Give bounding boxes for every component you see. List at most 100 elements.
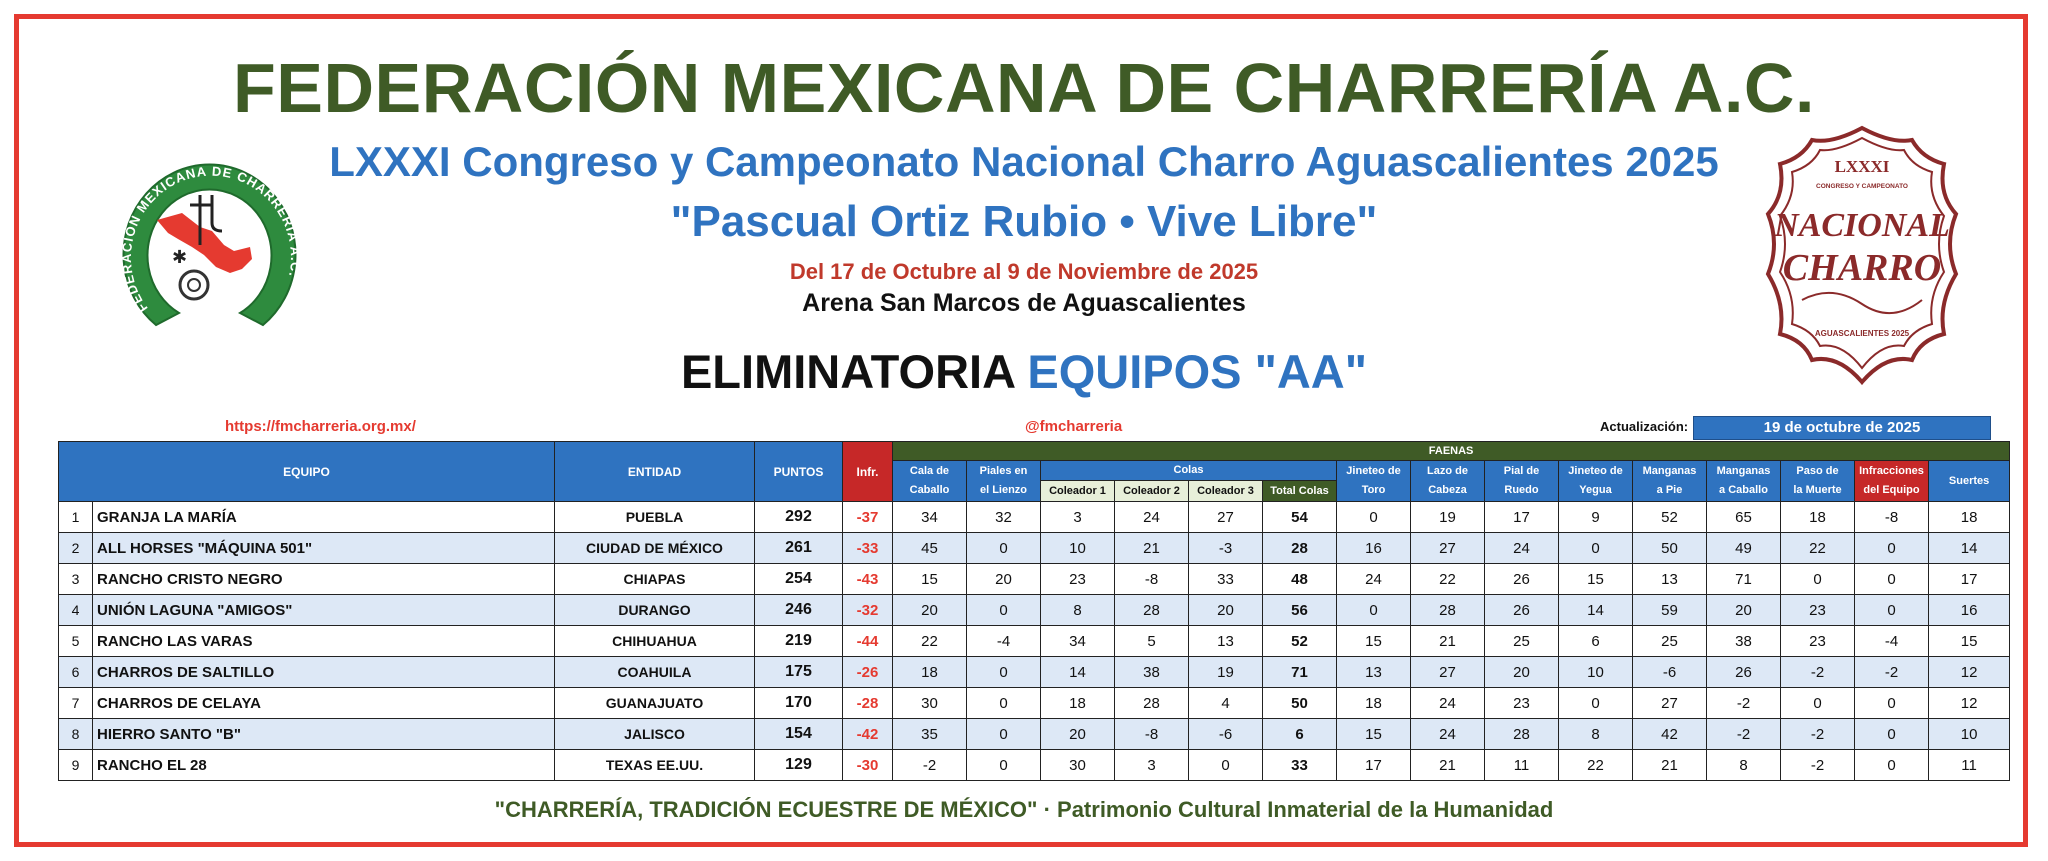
cell-toro: 15 — [1336, 718, 1411, 750]
cell-puntos: 246 — [754, 594, 843, 626]
social-handle[interactable]: @fmcharreria — [1025, 418, 1123, 435]
cell-infeq: 0 — [1854, 749, 1929, 781]
cell-piales: -4 — [966, 625, 1041, 657]
cell-c3: 19 — [1188, 656, 1263, 688]
cell-c1: 10 — [1040, 532, 1115, 564]
cell-total: 54 — [1262, 501, 1337, 533]
cell-entidad: JALISCO — [554, 718, 755, 750]
cell-c1: 3 — [1040, 501, 1115, 533]
cell-mcab: 20 — [1706, 594, 1781, 626]
cell-infeq: 0 — [1854, 532, 1929, 564]
cell-toro: 17 — [1336, 749, 1411, 781]
cell-infr: -42 — [842, 718, 893, 750]
cell-pial: 28 — [1484, 718, 1559, 750]
website-link[interactable]: https://fmcharreria.org.mx/ — [225, 418, 416, 435]
cell-pos: 7 — [58, 687, 93, 719]
table-row: 9 RANCHO EL 28 TEXAS EE.UU. 129 -30 -2 0 30 3 0 33… — [58, 749, 2011, 781]
cell-paso: 23 — [1780, 594, 1855, 626]
event-arena: Arena San Marcos de Aguascalientes — [802, 289, 1246, 317]
cell-pos: 4 — [58, 594, 93, 626]
col-suertes: Suertes — [1927, 460, 2011, 502]
cell-c3: 13 — [1188, 625, 1263, 657]
table-row: 5 RANCHO LAS VARAS CHIHUAHUA 219 -44 22 -4 34 5 1… — [58, 625, 2011, 657]
cell-cala: 15 — [892, 563, 967, 595]
cell-c2: 38 — [1114, 656, 1189, 688]
cell-mpie: 42 — [1632, 718, 1707, 750]
cell-c1: 8 — [1040, 594, 1115, 626]
cell-equipo: ALL HORSES "MÁQUINA 501" — [92, 532, 555, 564]
cell-puntos: 261 — [754, 532, 843, 564]
cell-toro: 15 — [1336, 625, 1411, 657]
cell-pial: 23 — [1484, 687, 1559, 719]
cell-mcab: 71 — [1706, 563, 1781, 595]
cell-puntos: 170 — [754, 687, 843, 719]
event-dates: Del 17 de Octubre al 9 de Noviembre de 2… — [789, 259, 1259, 284]
cell-cala: 20 — [892, 594, 967, 626]
cell-infeq: 0 — [1854, 687, 1929, 719]
footer-tail: Patrimonio Cultural Inmaterial de la Hum… — [1057, 797, 1554, 822]
cell-lazo: 21 — [1410, 749, 1485, 781]
cell-c2: 28 — [1114, 594, 1189, 626]
cell-infeq: -2 — [1854, 656, 1929, 688]
cell-infeq: 0 — [1854, 594, 1929, 626]
cell-infr: -26 — [842, 656, 893, 688]
table-row: 2 ALL HORSES "MÁQUINA 501" CIUDAD DE MÉXIC… — [58, 532, 2011, 564]
cell-pial: 24 — [1484, 532, 1559, 564]
standings-table: EQUIPO ENTIDAD PUNTOS Infr. FAENAS Cala … — [58, 441, 2011, 781]
cell-c3: 0 — [1188, 749, 1263, 781]
cell-cala: 18 — [892, 656, 967, 688]
updated-value: 19 de octubre de 2025 — [1693, 416, 1991, 440]
cell-piales: 32 — [966, 501, 1041, 533]
cell-pos: 3 — [58, 563, 93, 595]
cell-paso: 18 — [1780, 501, 1855, 533]
page-title: FEDERACIÓN MEXICANA DE CHARRERÍA A.C. — [233, 49, 1815, 127]
section-title-a: ELIMINATORIA — [680, 345, 1015, 398]
col-infr: Infr. — [842, 441, 893, 502]
cell-piales: 0 — [966, 687, 1041, 719]
cell-c3: 27 — [1188, 501, 1263, 533]
table-row: 4 UNIÓN LAGUNA "AMIGOS" DURANGO 246 -32 20 0 8 2… — [58, 594, 2011, 626]
cell-pos: 1 — [58, 501, 93, 533]
table-row: 3 RANCHO CRISTO NEGRO CHIAPAS 254 -43 15 20 23-… — [58, 563, 2011, 595]
cell-yegua: 15 — [1558, 563, 1633, 595]
col-coleador-2: Coleador 2 — [1114, 480, 1189, 502]
cell-suertes: 17 — [1927, 563, 2011, 595]
cell-puntos: 154 — [754, 718, 843, 750]
cell-pial: 26 — [1484, 594, 1559, 626]
cell-equipo: RANCHO EL 28 — [92, 749, 555, 781]
cell-suertes: 15 — [1927, 625, 2011, 657]
cell-mpie: 52 — [1632, 501, 1707, 533]
cell-paso: -2 — [1780, 749, 1855, 781]
section-title: ELIMINATORIA EQUIPOS "AA" — [0, 344, 2048, 399]
cell-paso: 0 — [1780, 563, 1855, 595]
svg-text:✱: ✱ — [172, 247, 187, 268]
cell-mcab: 49 — [1706, 532, 1781, 564]
cell-c3: 4 — [1188, 687, 1263, 719]
cell-infr: -43 — [842, 563, 893, 595]
nacional-charro-logo: LXXXI CONGRESO Y CAMPEONATO NACIONAL CHA… — [1765, 125, 1959, 386]
table-row: 6 CHARROS DE SALTILLO COAHUILA 175 -26 18 0 14 3… — [58, 656, 2011, 688]
cell-pial: 17 — [1484, 501, 1559, 533]
footer-quote: "CHARRERÍA, TRADICIÓN ECUESTRE DE MÉXICO… — [494, 797, 1038, 822]
cell-infeq: 0 — [1854, 718, 1929, 750]
cell-entidad: CIUDAD DE MÉXICO — [554, 532, 755, 564]
cell-equipo: RANCHO LAS VARAS — [92, 625, 555, 657]
cell-pos: 9 — [58, 749, 93, 781]
logo-right-top: LXXXI — [1835, 157, 1890, 176]
cell-piales: 0 — [966, 532, 1041, 564]
cell-piales: 20 — [966, 563, 1041, 595]
updated-label: Actualización: — [1600, 419, 1689, 434]
col-manganas-caballo: Manganas a Caballo — [1706, 460, 1781, 502]
cell-mcab: -2 — [1706, 718, 1781, 750]
logo-right-main-1: NACIONAL — [1773, 207, 1950, 244]
cell-entidad: TEXAS EE.UU. — [554, 749, 755, 781]
cell-pial: 20 — [1484, 656, 1559, 688]
cell-c2: 24 — [1114, 501, 1189, 533]
cell-mpie: 27 — [1632, 687, 1707, 719]
col-colas: Colas — [1040, 460, 1337, 481]
cell-pos: 5 — [58, 625, 93, 657]
col-lazo: Lazo de Cabeza — [1410, 460, 1485, 502]
cell-lazo: 24 — [1410, 718, 1485, 750]
cell-infr: -44 — [842, 625, 893, 657]
cell-mpie: 13 — [1632, 563, 1707, 595]
